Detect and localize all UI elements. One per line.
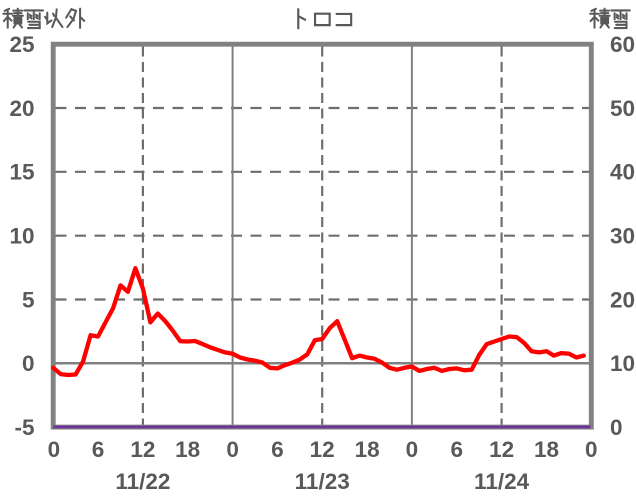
- svg-text:6: 6: [92, 437, 105, 462]
- svg-text:12: 12: [130, 437, 155, 462]
- svg-text:0: 0: [585, 437, 598, 462]
- svg-text:11/22: 11/22: [115, 469, 170, 494]
- svg-text:0: 0: [48, 437, 61, 462]
- svg-text:-5: -5: [14, 415, 34, 440]
- svg-text:60: 60: [610, 32, 635, 57]
- svg-text:12: 12: [489, 437, 514, 462]
- svg-text:6: 6: [271, 437, 284, 462]
- svg-text:0: 0: [406, 437, 419, 462]
- svg-text:18: 18: [534, 437, 559, 462]
- svg-text:18: 18: [355, 437, 380, 462]
- svg-text:11/24: 11/24: [474, 469, 530, 494]
- svg-text:6: 6: [451, 437, 464, 462]
- svg-text:12: 12: [310, 437, 335, 462]
- svg-text:20: 20: [9, 96, 34, 121]
- svg-text:50: 50: [610, 96, 635, 121]
- svg-text:11/23: 11/23: [295, 469, 350, 494]
- svg-text:0: 0: [610, 415, 623, 440]
- svg-text:25: 25: [9, 32, 34, 57]
- svg-text:20: 20: [610, 287, 635, 312]
- svg-text:0: 0: [226, 437, 239, 462]
- svg-text:0: 0: [22, 351, 35, 376]
- svg-text:5: 5: [22, 287, 35, 312]
- svg-text:10: 10: [9, 224, 34, 249]
- svg-text:18: 18: [175, 437, 200, 462]
- svg-text:10: 10: [610, 351, 635, 376]
- svg-text:40: 40: [610, 160, 635, 185]
- svg-text:30: 30: [610, 224, 635, 249]
- svg-text:15: 15: [9, 160, 34, 185]
